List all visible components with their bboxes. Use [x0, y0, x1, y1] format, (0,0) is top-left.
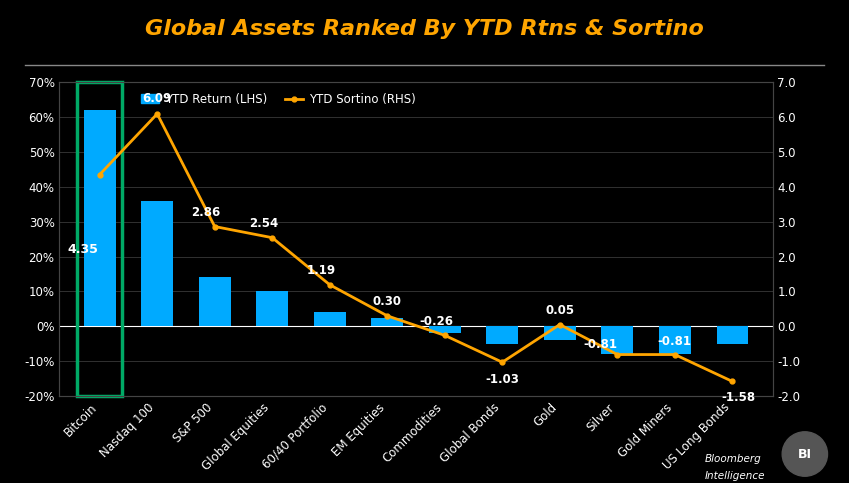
Text: Global Assets Ranked By YTD Rtns & Sortino: Global Assets Ranked By YTD Rtns & Sorti… — [145, 19, 704, 39]
Circle shape — [782, 432, 828, 476]
Bar — [544, 327, 576, 340]
Legend: YTD Return (LHS), YTD Sortino (RHS): YTD Return (LHS), YTD Sortino (RHS) — [137, 88, 420, 111]
Text: -0.81: -0.81 — [658, 335, 692, 348]
Text: 2.86: 2.86 — [192, 206, 221, 219]
Text: -1.58: -1.58 — [721, 391, 755, 404]
Text: BI: BI — [798, 448, 812, 460]
Text: 2.54: 2.54 — [249, 217, 278, 230]
Text: 0.05: 0.05 — [545, 304, 575, 317]
Text: Intelligence: Intelligence — [705, 470, 765, 481]
Bar — [429, 327, 460, 333]
Text: 4.35: 4.35 — [67, 243, 98, 256]
Bar — [717, 327, 748, 344]
Bar — [199, 277, 231, 327]
Bar — [256, 291, 288, 327]
Text: 0.30: 0.30 — [373, 295, 402, 308]
Bar — [371, 318, 403, 327]
Bar — [84, 110, 115, 327]
Bar — [77, 82, 122, 396]
Text: 6.09: 6.09 — [143, 92, 171, 105]
Bar — [314, 313, 346, 327]
Bar — [659, 327, 690, 354]
Bar — [486, 327, 518, 344]
Text: -1.03: -1.03 — [486, 373, 520, 386]
Text: -0.26: -0.26 — [419, 315, 453, 328]
Text: 1.19: 1.19 — [306, 264, 335, 277]
Text: Bloomberg: Bloomberg — [705, 454, 762, 464]
Bar — [601, 327, 633, 354]
Bar — [142, 201, 173, 327]
Text: -0.81: -0.81 — [583, 338, 617, 351]
